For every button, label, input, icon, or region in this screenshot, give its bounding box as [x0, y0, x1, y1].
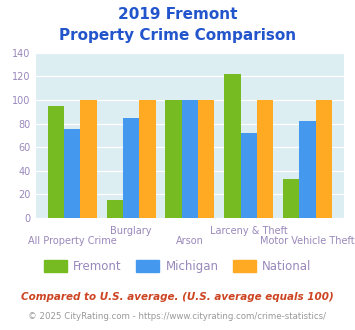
Bar [81, 100, 97, 218]
Bar [106, 200, 123, 218]
Text: © 2025 CityRating.com - https://www.cityrating.com/crime-statistics/: © 2025 CityRating.com - https://www.city… [28, 312, 327, 321]
Text: Motor Vehicle Theft: Motor Vehicle Theft [260, 236, 355, 246]
Bar [224, 74, 241, 218]
Bar [123, 117, 139, 218]
Text: Burglary: Burglary [110, 226, 152, 236]
Text: Arson: Arson [176, 236, 204, 246]
Bar [165, 100, 182, 218]
Bar [182, 100, 198, 218]
Text: All Property Crime: All Property Crime [28, 236, 117, 246]
Legend: Fremont, Michigan, National: Fremont, Michigan, National [39, 255, 316, 278]
Bar [198, 100, 214, 218]
Text: Compared to U.S. average. (U.S. average equals 100): Compared to U.S. average. (U.S. average … [21, 292, 334, 302]
Text: Larceny & Theft: Larceny & Theft [210, 226, 288, 236]
Bar [241, 133, 257, 218]
Text: 2019 Fremont: 2019 Fremont [118, 7, 237, 21]
Bar [283, 179, 299, 218]
Bar [299, 121, 316, 218]
Bar [257, 100, 273, 218]
Bar [316, 100, 332, 218]
Text: Property Crime Comparison: Property Crime Comparison [59, 28, 296, 43]
Bar [48, 106, 64, 218]
Bar [64, 129, 81, 218]
Bar [139, 100, 155, 218]
